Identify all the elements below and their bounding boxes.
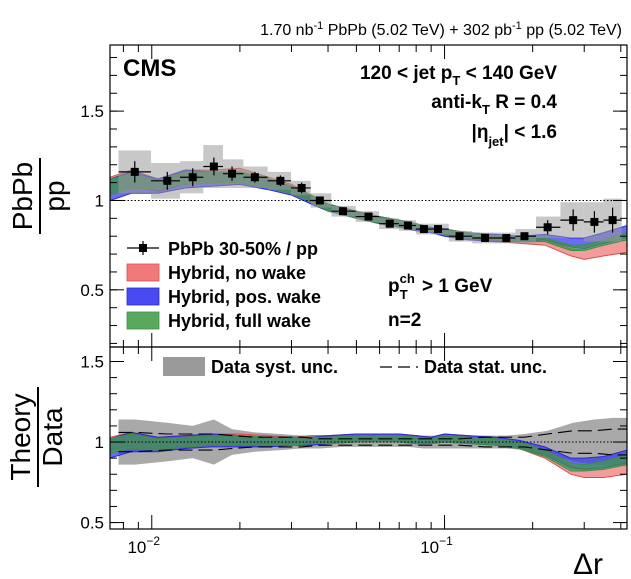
annotation-n: n=2: [388, 310, 421, 331]
legend-no-wake-swatch: [126, 263, 160, 282]
x-tick-label-0: 10−2: [127, 534, 160, 557]
annotation-track-pt: pch T > 1 GeV: [388, 271, 493, 302]
top-data-point-0: [130, 167, 139, 176]
top-legend: PbPb 30-50% / pp Hybrid, no wake Hybrid,…: [126, 239, 321, 331]
top-data-point-20: [569, 216, 578, 225]
top-data-point-9: [339, 207, 348, 216]
legend-data-marker: [139, 244, 147, 252]
bottom-ytick-label-2: 1.5: [80, 352, 104, 371]
top-data-point-5: [250, 173, 259, 182]
bottom-ylabel-numerator: Theory: [5, 393, 36, 480]
legend-pos-wake-label: Hybrid, pos. wake: [168, 287, 321, 307]
bottom-x-axis: 10−2 10−1: [122, 347, 622, 557]
top-data-point-14: [434, 225, 443, 234]
legend-full-wake-swatch: [126, 311, 160, 330]
legend-stat-label: Data stat. unc.: [424, 357, 547, 377]
cms-label: CMS: [123, 55, 176, 82]
top-ylabel: PbPb pp: [7, 158, 70, 234]
top-y-axis: 0.5 1 1.5: [80, 57, 627, 344]
top-data-point-18: [520, 232, 529, 241]
x-tick-label-1: 10−1: [420, 534, 453, 557]
bottom-stat-upper: [118, 428, 627, 440]
bottom-panel: 0.5 1 1.5 10−2 10−1 Data syst. unc. Data st…: [5, 346, 628, 579]
bottom-frame: [109, 346, 628, 530]
top-panel: 0.5 1 1.5 CMS 120 < jet pT < 140 GeV anti-…: [7, 44, 628, 348]
legend-entry-data: PbPb 30-50% / pp: [127, 239, 318, 259]
legend-syst-label: Data syst. unc.: [211, 357, 338, 377]
bottom-stat-lower: [118, 444, 627, 456]
top-data-point-10: [364, 212, 373, 221]
top-data-point-16: [481, 233, 490, 242]
top-ytick-label-2: 1.5: [80, 102, 104, 121]
bottom-ylabel: Theory Data: [5, 387, 68, 487]
top-data-point-22: [608, 216, 617, 225]
annotation-algorithm: anti-kT R = 0.4: [431, 92, 557, 117]
top-data-point-4: [228, 169, 237, 178]
bottom-ytick-label-1: 1: [95, 433, 104, 452]
top-data-point-3: [209, 162, 218, 171]
bottom-legend: Data syst. unc. Data stat. unc.: [163, 357, 547, 377]
top-x-ticks: [122, 45, 622, 347]
top-data-point-21: [590, 217, 599, 226]
top-data-point-15: [455, 232, 464, 241]
top-data-point-11: [385, 219, 394, 228]
top-ytick-label-0: 0.5: [80, 281, 104, 300]
top-data-points: [130, 162, 617, 242]
bottom-stat-lines: [118, 428, 627, 456]
legend-syst-swatch: [163, 357, 205, 376]
legend-data-label: PbPb 30-50% / pp: [168, 239, 318, 259]
legend-full-wake-label: Hybrid, full wake: [168, 311, 311, 331]
bottom-ylabel-denominator: Data: [37, 407, 68, 467]
bottom-ytick-label-0: 0.5: [80, 514, 104, 533]
top-data-point-1: [163, 176, 172, 185]
top-data-point-7: [297, 183, 306, 192]
annotation-eta: |ηjet| < 1.6: [472, 122, 557, 149]
top-ylabel-denominator: pp: [39, 180, 70, 211]
legend-entry-no-wake: Hybrid, no wake: [126, 263, 306, 283]
legend-entry-full-wake: Hybrid, full wake: [126, 311, 311, 331]
annotation-jet-pt: 120 < jet pT < 140 GeV: [360, 63, 557, 88]
legend-pos-wake-swatch: [126, 287, 160, 306]
top-data-point-8: [315, 196, 324, 205]
top-data-point-19: [543, 223, 552, 232]
lumi-header: 1.70 nb-1 PbPb (5.02 TeV) + 302 pb-1 pp …: [260, 20, 622, 39]
top-ylabel-numerator: PbPb: [7, 162, 38, 231]
top-data-point-2: [188, 173, 197, 182]
top-data-point-6: [276, 176, 285, 185]
top-data-point-12: [403, 221, 412, 230]
x-axis-label: Δr: [573, 548, 603, 579]
top-data-point-13: [419, 225, 428, 234]
top-data-point-17: [502, 233, 511, 242]
bottom-y-axis: 0.5 1 1.5: [80, 352, 627, 533]
legend-no-wake-label: Hybrid, no wake: [168, 263, 306, 283]
top-ytick-label-1: 1: [95, 191, 104, 210]
legend-entry-pos-wake: Hybrid, pos. wake: [126, 287, 321, 307]
